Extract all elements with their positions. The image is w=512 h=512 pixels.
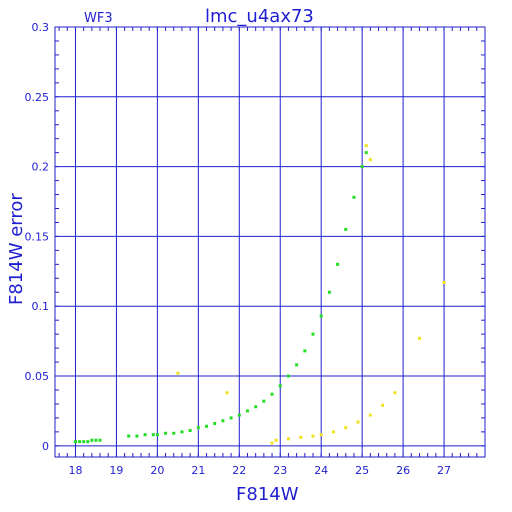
green-data-point xyxy=(127,434,131,438)
x-tick-label: 22 xyxy=(232,464,246,477)
green-data-point xyxy=(336,262,340,266)
green-data-point xyxy=(344,227,348,231)
green-data-point xyxy=(86,440,90,444)
green-data-point xyxy=(164,431,168,435)
x-tick-label: 18 xyxy=(68,464,82,477)
yellow-data-point xyxy=(299,435,303,439)
green-data-point xyxy=(311,332,315,336)
yellow-data-point xyxy=(368,158,372,162)
green-data-point xyxy=(98,438,102,442)
green-data-point xyxy=(286,374,290,378)
y-tick-label: 0.25 xyxy=(25,91,50,104)
green-data-point xyxy=(352,195,356,199)
green-data-point xyxy=(205,424,209,428)
green-data-point xyxy=(82,440,86,444)
green-data-point xyxy=(221,419,225,423)
green-data-point xyxy=(90,438,94,442)
yellow-data-point xyxy=(274,438,278,442)
green-data-point xyxy=(245,409,249,413)
green-data-point xyxy=(213,421,217,425)
yellow-data-point xyxy=(331,430,335,434)
y-tick-label: 0.3 xyxy=(32,21,50,34)
green-data-point xyxy=(319,314,323,318)
green-data-point xyxy=(237,413,241,417)
yellow-data-point xyxy=(393,391,397,395)
green-data-point xyxy=(135,434,139,438)
yellow-data-point xyxy=(311,434,315,438)
green-data-point xyxy=(180,430,184,434)
x-tick-label: 23 xyxy=(273,464,287,477)
green-data-point xyxy=(254,405,258,409)
yellow-data-point xyxy=(364,144,368,148)
green-data-point xyxy=(73,440,77,444)
y-tick-label: 0.05 xyxy=(25,370,50,383)
x-tick-label: 20 xyxy=(150,464,164,477)
tick-marks: 18 19 20 21 22 23 24 25 26 27 0 0.05 0.1 0.15 0.2 0.25 0… xyxy=(25,21,486,477)
green-data-point xyxy=(364,151,368,155)
green-data-point xyxy=(262,399,266,403)
plot-frame xyxy=(54,26,486,458)
green-data-point xyxy=(151,433,155,437)
green-data-point xyxy=(278,384,282,388)
data-points xyxy=(73,144,446,445)
y-tick-label: 0.15 xyxy=(25,230,50,243)
green-data-point xyxy=(327,290,331,294)
green-data-point xyxy=(78,440,82,444)
green-data-point xyxy=(270,392,274,396)
yellow-data-point xyxy=(176,371,180,375)
y-tick-label: 0.2 xyxy=(32,161,50,174)
x-axis-label: F814W xyxy=(236,484,299,505)
y-axis-label: F814W error xyxy=(6,193,27,305)
y-tick-label: 0 xyxy=(42,440,49,453)
yellow-data-point xyxy=(344,426,348,430)
yellow-data-point xyxy=(381,403,385,407)
green-data-point xyxy=(196,426,200,430)
yellow-data-point xyxy=(368,413,372,417)
green-data-point xyxy=(143,433,147,437)
green-data-point xyxy=(172,431,176,435)
x-tick-label: 27 xyxy=(437,464,451,477)
yellow-data-point xyxy=(356,420,360,424)
green-data-point xyxy=(229,416,233,420)
x-tick-label: 19 xyxy=(109,464,123,477)
green-data-point xyxy=(188,428,192,432)
green-data-point xyxy=(94,438,98,442)
yellow-data-point xyxy=(417,336,421,340)
grid-lines xyxy=(55,26,485,457)
green-data-point xyxy=(295,363,299,367)
yellow-data-point xyxy=(286,437,290,441)
yellow-data-point xyxy=(442,280,446,284)
yellow-data-point xyxy=(225,391,229,395)
green-data-point xyxy=(303,349,307,353)
instrument-label: WF3 xyxy=(84,11,113,26)
x-tick-label: 24 xyxy=(314,464,328,477)
green-data-point xyxy=(360,165,364,169)
yellow-data-point xyxy=(319,433,323,437)
x-tick-label: 25 xyxy=(355,464,369,477)
green-data-point xyxy=(155,433,159,437)
y-tick-label: 0.1 xyxy=(32,300,50,313)
x-tick-label: 26 xyxy=(396,464,410,477)
yellow-data-point xyxy=(270,441,274,445)
chart-title: lmc_u4ax73 xyxy=(205,6,314,27)
x-tick-label: 21 xyxy=(191,464,205,477)
